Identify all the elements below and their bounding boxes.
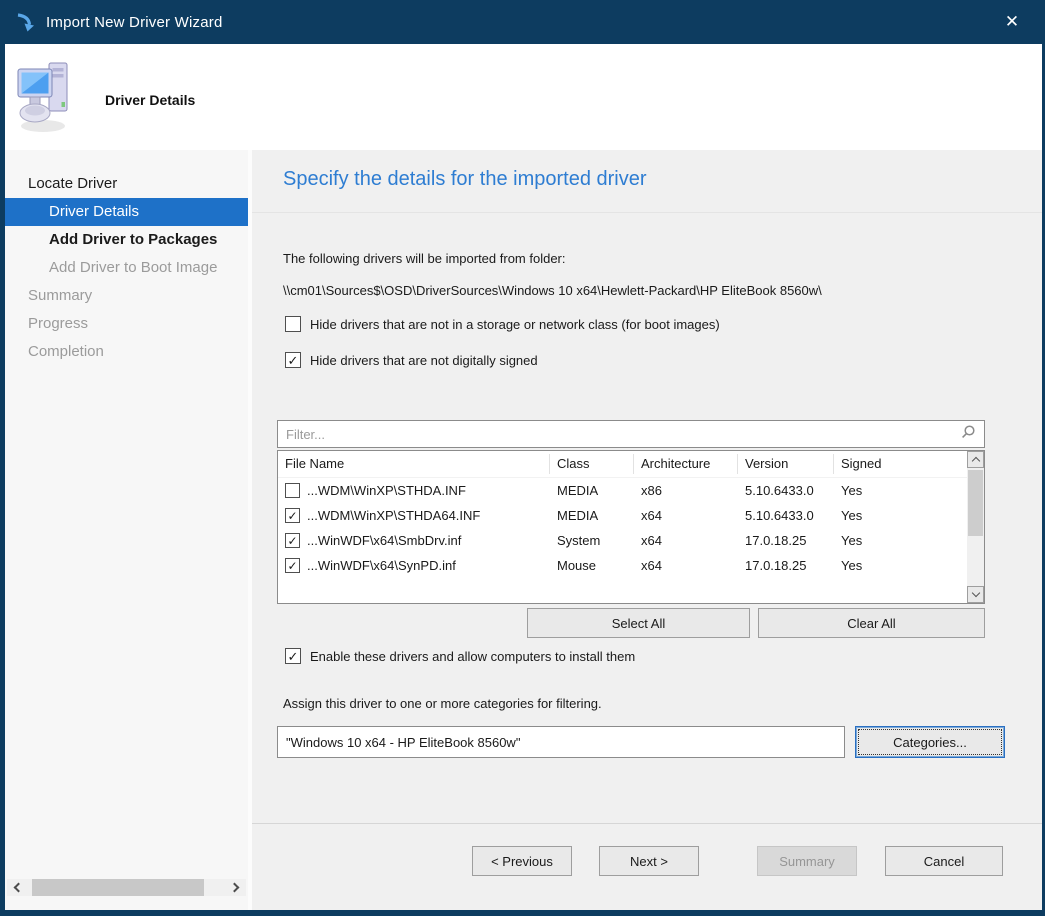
col-signed[interactable]: Signed — [841, 456, 882, 471]
title-bar: Import New Driver Wizard ✕ — [0, 0, 1045, 44]
hide-unsigned-checkbox[interactable] — [285, 352, 301, 368]
driver-file-name: ...WinWDF\x64\SmbDrv.inf — [307, 533, 462, 548]
driver-architecture: x64 — [641, 558, 662, 573]
cancel-button[interactable]: Cancel — [885, 846, 1003, 876]
wizard-step: Add Driver to Packages — [49, 231, 218, 248]
categories-button[interactable]: Categories... — [855, 726, 1005, 758]
driver-file-name: ...WDM\WinXP\STHDA64.INF — [307, 508, 481, 523]
hide-storage-checkbox[interactable] — [285, 316, 301, 332]
driver-row[interactable]: ...WDM\WinXP\STHDA64.INF MEDIA x64 5.10.… — [278, 503, 967, 528]
driver-signed: Yes — [841, 483, 863, 498]
category-label: Assign this driver to one or more catego… — [283, 696, 602, 711]
scroll-left-icon[interactable] — [7, 879, 27, 896]
driver-class: MEDIA — [557, 483, 599, 498]
driver-signed: Yes — [841, 558, 863, 573]
driver-version: 5.10.6433.0 — [745, 483, 814, 498]
driver-row[interactable]: ...WinWDF\x64\SmbDrv.inf System x64 17.0… — [278, 528, 967, 553]
driver-row-checkbox[interactable] — [285, 533, 300, 548]
driver-class: System — [557, 533, 601, 548]
hide-storage-checkbox-row: Hide drivers that are not in a storage o… — [285, 316, 720, 332]
sidebar-content-divider — [248, 150, 252, 910]
wizard-steps: Locate Driver Driver Details Add Driver to… — [5, 170, 248, 366]
driver-class: Mouse — [557, 558, 597, 573]
driver-row[interactable]: ...WDM\WinXP\STHDA.INF MEDIA x86 5.10.64… — [278, 478, 967, 503]
select-all-button[interactable]: Select All — [527, 608, 750, 638]
close-icon: ✕ — [1004, 12, 1020, 31]
scroll-up-icon[interactable] — [967, 451, 984, 468]
driver-architecture: x64 — [641, 533, 662, 548]
window-title: Import New Driver Wizard — [46, 13, 223, 31]
content-heading: Specify the details for the imported dri… — [283, 168, 647, 190]
close-button[interactable]: ✕ — [989, 0, 1035, 44]
wizard-steps-sidebar: Locate Driver Driver Details Add Driver to… — [5, 150, 248, 910]
wizard-step[interactable]: Driver Details — [5, 198, 248, 226]
wizard-arrow-icon — [15, 12, 35, 32]
hide-storage-label: Hide drivers that are not in a storage o… — [310, 316, 720, 332]
col-version[interactable]: Version — [738, 454, 834, 474]
col-file-name[interactable]: File Name — [278, 454, 550, 474]
driver-row-checkbox[interactable] — [285, 508, 300, 523]
scroll-down-icon[interactable] — [967, 586, 984, 603]
hide-unsigned-label: Hide drivers that are not digitally sign… — [310, 352, 538, 368]
driver-row-checkbox[interactable] — [285, 483, 300, 498]
driver-row-checkbox[interactable] — [285, 558, 300, 573]
driver-source-path: \\cm01\Sources$\OSD\DriverSources\Window… — [283, 283, 822, 298]
intro-text: The following drivers will be imported f… — [283, 251, 566, 266]
search-icon — [960, 424, 976, 445]
page-title: Driver Details — [105, 92, 196, 108]
sidebar-horizontal-scrollbar[interactable] — [7, 879, 246, 896]
wizard-step: Locate Driver — [28, 175, 118, 192]
filter-box — [277, 420, 985, 448]
scrollbar-thumb[interactable] — [968, 470, 983, 536]
driver-class: MEDIA — [557, 508, 599, 523]
enable-drivers-checkbox-row: Enable these drivers and allow computers… — [285, 648, 635, 664]
driver-list-header: File Name Class Architecture Version Sig… — [278, 451, 967, 478]
col-architecture[interactable]: Architecture — [634, 454, 738, 474]
driver-file-name: ...WinWDF\x64\SynPD.inf — [307, 558, 456, 573]
wizard-step: Add Driver to Boot Image — [49, 259, 218, 276]
enable-drivers-checkbox[interactable] — [285, 648, 301, 664]
next-button[interactable]: Next > — [599, 846, 699, 876]
driver-list: File Name Class Architecture Version Sig… — [277, 450, 985, 604]
driver-signed: Yes — [841, 508, 863, 523]
window-border-bottom — [0, 910, 1045, 916]
window-border-left — [0, 0, 5, 916]
hide-unsigned-checkbox-row: Hide drivers that are not digitally sign… — [285, 352, 538, 368]
driver-list-scrollbar — [967, 451, 984, 603]
previous-button[interactable]: < Previous — [472, 846, 572, 876]
driver-row[interactable]: ...WinWDF\x64\SynPD.inf Mouse x64 17.0.1… — [278, 553, 967, 578]
clear-all-button[interactable]: Clear All — [758, 608, 985, 638]
footer-divider — [252, 823, 1042, 824]
wizard-content: Specify the details for the imported dri… — [252, 150, 1042, 910]
scrollbar-thumb[interactable] — [32, 879, 204, 896]
driver-architecture: x64 — [641, 508, 662, 523]
driver-file-name: ...WDM\WinXP\STHDA.INF — [307, 483, 466, 498]
scroll-right-icon[interactable] — [226, 879, 246, 896]
driver-rows: ...WDM\WinXP\STHDA.INF MEDIA x86 5.10.64… — [278, 478, 984, 578]
driver-version: 5.10.6433.0 — [745, 508, 814, 523]
wizard-header: Driver Details — [5, 44, 1042, 150]
wizard-step: Completion — [28, 343, 104, 360]
computer-icon — [16, 58, 74, 139]
filter-input[interactable] — [286, 426, 960, 442]
driver-version: 17.0.18.25 — [745, 533, 807, 548]
heading-divider — [252, 212, 1042, 213]
summary-button: Summary — [757, 846, 857, 876]
category-input[interactable] — [277, 726, 845, 758]
wizard-step: Progress — [28, 315, 89, 332]
driver-version: 17.0.18.25 — [745, 558, 807, 573]
enable-drivers-label: Enable these drivers and allow computers… — [310, 648, 636, 664]
driver-signed: Yes — [841, 533, 863, 548]
driver-architecture: x86 — [641, 483, 662, 498]
window-border-right — [1042, 0, 1045, 916]
col-class[interactable]: Class — [550, 454, 634, 474]
wizard-step: Summary — [28, 287, 93, 304]
